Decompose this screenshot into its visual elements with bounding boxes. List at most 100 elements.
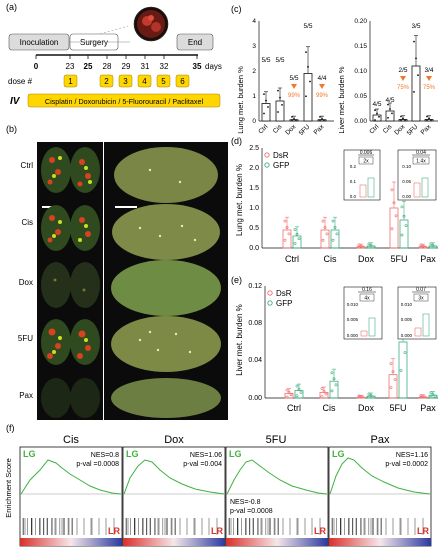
d-bars-point bbox=[361, 245, 365, 249]
c-point bbox=[428, 117, 430, 120]
c-point bbox=[321, 117, 323, 120]
d-inset-pax-ytick-2: 0.10 bbox=[402, 164, 411, 169]
e-inset-pax-ytick-1: 0.005 bbox=[401, 317, 413, 322]
c-point bbox=[291, 115, 293, 118]
day-35: 35 bbox=[193, 62, 202, 71]
c-lung-ytick-4: 4 bbox=[252, 18, 256, 25]
row-5fu: 5FU bbox=[18, 334, 33, 343]
liver-image-pax bbox=[111, 378, 221, 418]
e-bars-point bbox=[285, 388, 289, 392]
liver-image-cis bbox=[112, 204, 220, 260]
d-bars-point bbox=[333, 226, 337, 229]
row-ctrl: Ctrl bbox=[21, 161, 34, 170]
f-pval-dox: p-val =0.004 bbox=[183, 461, 222, 468]
c-lung-frac-pax: 4/4 bbox=[317, 75, 326, 82]
c-lung-xtick-ctrl: Ctrl bbox=[257, 123, 269, 135]
e-ytick-2: 0.08 bbox=[248, 320, 262, 327]
e-inset-pax-fold: 3x bbox=[418, 296, 424, 302]
c-liver-reduction-pax: 75% bbox=[423, 85, 436, 91]
e-ylabel: Liver met. burden % bbox=[235, 304, 244, 376]
e-bars-point bbox=[367, 392, 371, 396]
e-bars-point bbox=[403, 351, 407, 355]
f-pval-cis: p-val =0.0008 bbox=[76, 461, 119, 468]
d-bars-point bbox=[331, 238, 335, 242]
e-bars-point bbox=[299, 391, 303, 394]
d-inset-pax-ytick-0: 0.00 bbox=[402, 194, 411, 199]
d-bars-point bbox=[433, 245, 437, 249]
d-ytick-0: 0.0 bbox=[249, 245, 259, 252]
f-title-5fu: 5FU bbox=[266, 434, 287, 446]
lung-image-ctrl bbox=[41, 147, 100, 193]
e-bars-point bbox=[389, 362, 393, 365]
e-inset-pax-ytick-0: 0.000 bbox=[401, 333, 413, 338]
c-bar-cis bbox=[385, 110, 395, 122]
panel-b: (b) Ctrl Cis Dox 5FU Pax bbox=[6, 124, 228, 420]
day-0: 0 bbox=[34, 62, 39, 71]
d-ytick-1: 0.5 bbox=[249, 225, 259, 232]
row-cis: Cis bbox=[21, 218, 33, 227]
c-liver-frac-5fu: 3/5 bbox=[411, 23, 420, 30]
e-xtick-pax: Pax bbox=[420, 403, 436, 413]
e-bars-point bbox=[393, 378, 397, 381]
c-point bbox=[309, 80, 311, 83]
c-liver-xtick-pax: Pax bbox=[420, 123, 433, 136]
f-curve-dox bbox=[123, 459, 225, 495]
e-ytick-0: 0.00 bbox=[248, 395, 262, 402]
e-bars-point bbox=[330, 371, 334, 375]
e-bars-point bbox=[332, 377, 336, 381]
c-lung-ylabel: Lung met. burden % bbox=[236, 66, 245, 134]
e-legend: DsR GFP bbox=[267, 289, 292, 308]
drugs-banner bbox=[27, 93, 221, 108]
d-bars-point bbox=[297, 237, 301, 241]
dose-3: 3 bbox=[123, 77, 128, 86]
panel-d-label: (d) bbox=[231, 136, 242, 146]
e-bars-point bbox=[289, 393, 293, 397]
dose-1: 1 bbox=[68, 77, 73, 86]
c-point bbox=[305, 95, 307, 98]
d-inset-dox-ytick-0: 0.0 bbox=[350, 194, 357, 199]
e-inset-dox-pval: 0.16 bbox=[362, 287, 372, 293]
e-bars-point bbox=[320, 387, 324, 391]
d-bars-point bbox=[392, 201, 396, 205]
c-lung-reduction-dox: 99% bbox=[288, 93, 301, 99]
e-bars-point bbox=[295, 394, 299, 398]
e-xtick-ctrl: Ctrl bbox=[287, 403, 301, 413]
c-liver-frac-cis: 4/5 bbox=[385, 97, 394, 104]
d-bars-point bbox=[404, 224, 408, 228]
day-23: 23 bbox=[66, 62, 75, 71]
lung-image-5fu bbox=[41, 319, 100, 365]
lung-image-pax bbox=[41, 378, 100, 418]
panel-b-label: (b) bbox=[6, 124, 17, 134]
d-bars-point bbox=[429, 242, 433, 246]
c-lung-xtick-dox: Dox bbox=[284, 123, 298, 137]
f-curve-5fu bbox=[226, 459, 328, 495]
c-point bbox=[430, 119, 432, 121]
e-bars-point bbox=[433, 394, 437, 398]
d-bars-point bbox=[400, 233, 404, 237]
c-point bbox=[404, 119, 406, 121]
c-lung-ytick-2: 2 bbox=[252, 68, 256, 75]
panel-f: (f) Enrichment Score Cis Dox 5FU Pax bbox=[4, 423, 432, 547]
d-legend-gfp-marker bbox=[264, 162, 270, 168]
c-liver-ytick-4: 0.20 bbox=[354, 18, 367, 25]
dose-4-badge bbox=[137, 74, 152, 88]
e-bars-point bbox=[322, 389, 326, 393]
e-bars-point bbox=[330, 389, 334, 393]
c-liver-xtick-ctrl: Ctrl bbox=[368, 123, 380, 135]
c-point bbox=[277, 89, 279, 92]
d-bars-point bbox=[283, 238, 287, 242]
d-bars-point bbox=[323, 226, 327, 229]
f-pval-5fu: p-val =0.0008 bbox=[230, 508, 273, 515]
c-liver-ytick-3: 0.15 bbox=[354, 43, 367, 50]
e-bars-point bbox=[367, 395, 371, 399]
c-lung-xtick-5fu: 5FU bbox=[298, 123, 312, 137]
e-inset-dox-ytick-2: 0.010 bbox=[347, 302, 359, 307]
c-point bbox=[378, 115, 380, 118]
c-point bbox=[265, 99, 267, 102]
c-point bbox=[374, 109, 376, 112]
c-point bbox=[400, 115, 402, 118]
e-bars-point bbox=[369, 394, 373, 397]
day-29: 29 bbox=[122, 62, 131, 71]
d-bars-point bbox=[390, 188, 394, 192]
day-25: 25 bbox=[84, 62, 93, 71]
